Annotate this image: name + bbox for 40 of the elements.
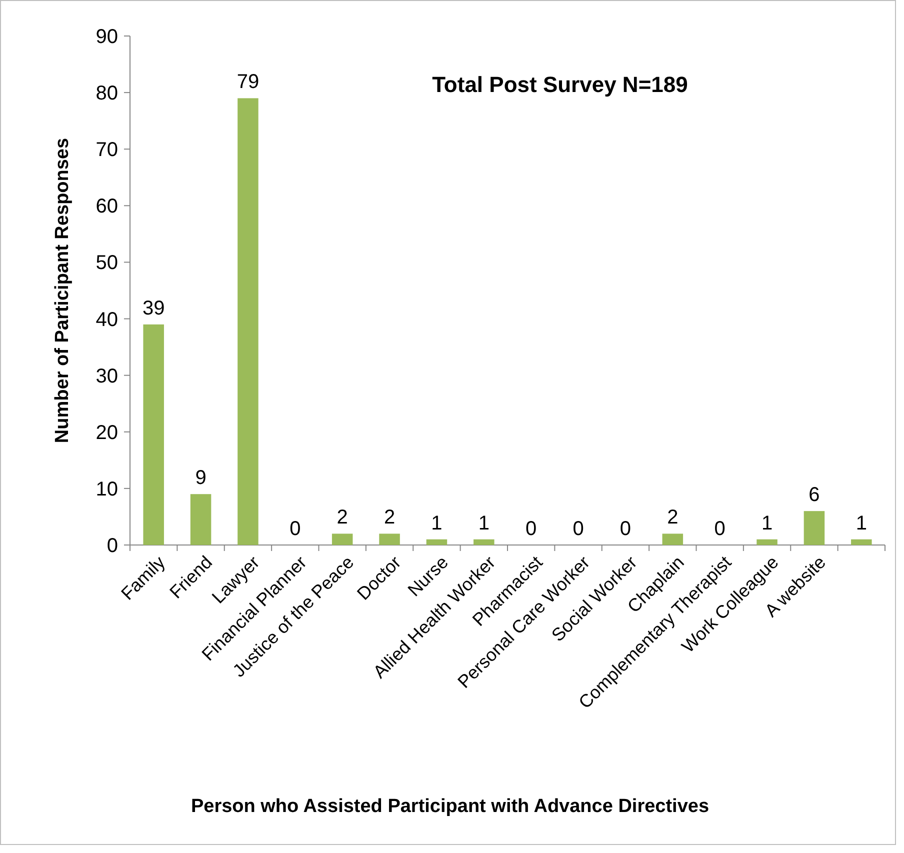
bar (143, 324, 164, 545)
data-label: 2 (667, 506, 678, 529)
y-tick-label: 0 (106, 535, 118, 557)
y-tick-label: 60 (96, 196, 118, 218)
y-tick-label: 40 (96, 308, 118, 331)
bar (190, 494, 212, 545)
bar (238, 98, 258, 545)
y-tick-label: 80 (96, 82, 118, 105)
data-label: 0 (572, 518, 584, 540)
bar (662, 534, 684, 545)
data-label: 39 (142, 297, 165, 320)
data-label: 1 (478, 512, 490, 534)
bar (851, 539, 872, 545)
bar (379, 534, 400, 545)
data-label: 79 (236, 71, 260, 94)
text: Total Post Survey N=189 (432, 72, 688, 97)
bar (804, 511, 825, 545)
y-tick-label: 70 (96, 139, 118, 162)
data-label: 9 (195, 467, 206, 490)
bar (474, 539, 494, 545)
data-label: 6 (808, 484, 820, 506)
data-label: 1 (856, 512, 867, 534)
bar (756, 539, 778, 545)
data-label: 0 (290, 518, 301, 540)
data-label: 0 (714, 518, 726, 540)
y-tick-label: 30 (96, 365, 118, 388)
data-label: 1 (761, 512, 773, 534)
bar (332, 534, 353, 545)
y-tick-label: 10 (96, 478, 118, 500)
y-tick-label: 90 (96, 26, 118, 48)
data-label: 0 (620, 518, 632, 540)
data-label: 0 (526, 518, 537, 540)
data-label: 1 (431, 512, 442, 534)
x-axis-title: Person who Assisted Participant with Advance Directives (190, 796, 710, 817)
y-axis-title: Number of Participant Responses (52, 138, 73, 444)
y-tick-label: 50 (96, 252, 118, 274)
bar (426, 539, 448, 545)
data-label: 2 (336, 506, 348, 529)
data-label: 2 (384, 506, 396, 529)
y-tick-label: 20 (96, 422, 118, 444)
